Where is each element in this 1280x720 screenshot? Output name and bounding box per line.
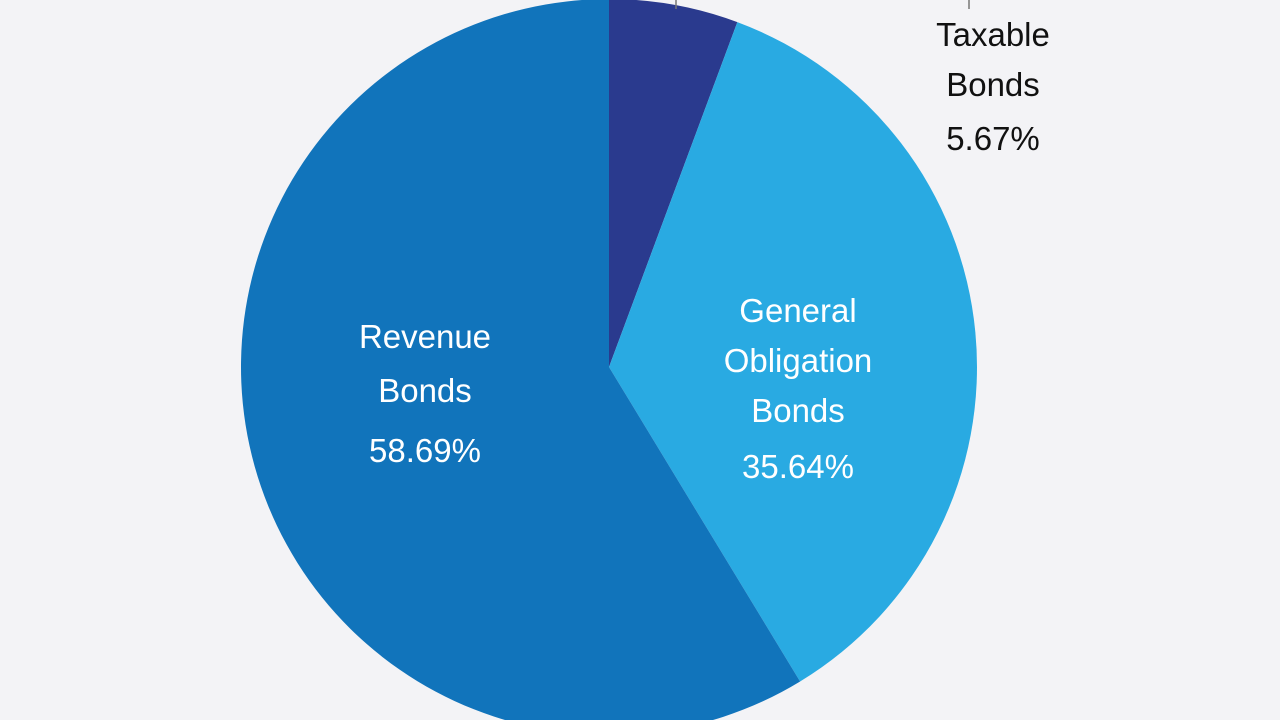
pie-slice-2 (241, 0, 801, 720)
slice-label-name-line: General (739, 292, 856, 329)
slice-label-2: Revenue Bonds 58.69% (359, 318, 491, 469)
slice-label-name-line: Taxable (936, 16, 1050, 53)
slice-label-name-line: Obligation (724, 342, 873, 379)
labels-layer: Taxable Bonds 5.67% General Obligation Bonds 3… (359, 16, 1050, 485)
slice-label-value: 58.69% (369, 432, 481, 469)
slices-layer (241, 0, 977, 720)
pie-slice-0 (609, 0, 738, 367)
slice-label-name-line: Bonds (378, 372, 472, 409)
slice-label-name-line: Bonds (946, 66, 1040, 103)
slice-label-0: Taxable Bonds 5.67% (936, 16, 1050, 157)
leader-layer (675, 0, 970, 9)
slice-label-name-line: Revenue (359, 318, 491, 355)
slice-label-value: 35.64% (742, 448, 854, 485)
slice-label-1: General Obligation Bonds 35.64% (724, 292, 873, 485)
slice-label-value: 5.67% (946, 120, 1040, 157)
slice-label-name-line: Bonds (751, 392, 845, 429)
pie-slice-1 (609, 22, 977, 682)
